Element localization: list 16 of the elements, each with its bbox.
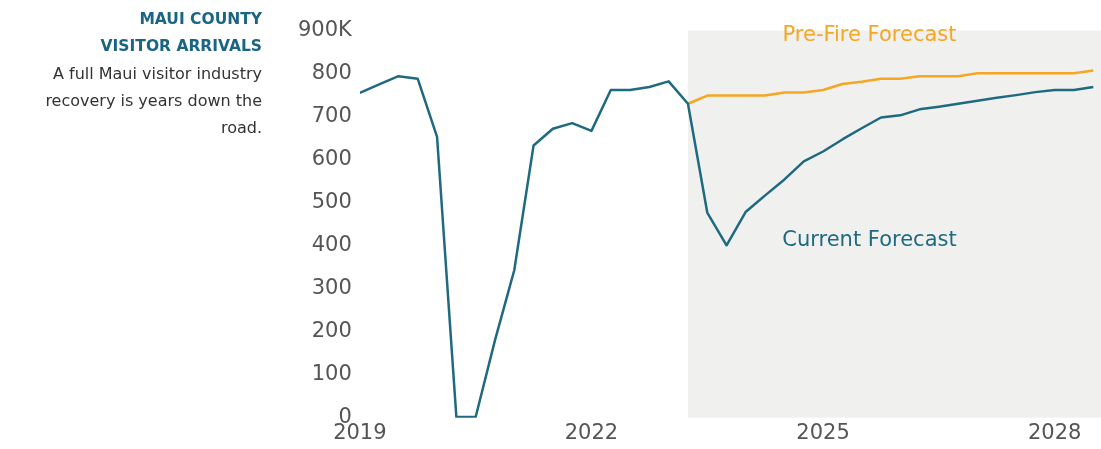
x-tick-label: 2022 [564, 419, 619, 444]
y-tick-label: 900K [297, 17, 354, 42]
text: MAUI COUNTY VISITOR ARRIVALS [99, 9, 262, 57]
series-label: Pre-Fire Forecast [782, 22, 957, 47]
text: A full Maui visitor industry recovery is years down the road. [44, 63, 262, 139]
x-tick-label: 2025 [796, 419, 850, 444]
y-tick-label: 200 [311, 318, 352, 343]
x-tick-label: 2028 [1027, 419, 1082, 444]
y-tick-label: 400 [311, 232, 352, 257]
y-tick-label: 700 [311, 103, 352, 128]
y-tick-label: 300 [311, 275, 352, 300]
series-label: Current Forecast [782, 226, 957, 251]
y-tick-label: 500 [311, 189, 352, 214]
y-tick-label: 800 [311, 60, 352, 85]
y-tick-label: 100 [311, 361, 352, 386]
y-tick-label: 600 [311, 146, 352, 171]
